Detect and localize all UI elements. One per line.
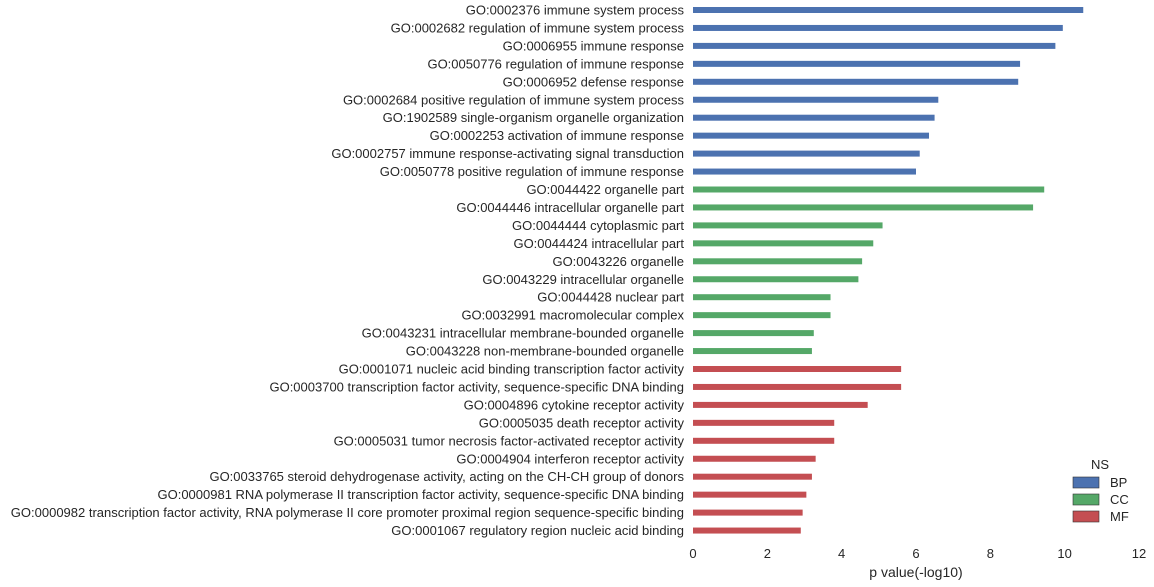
legend-swatch-cc — [1072, 493, 1100, 506]
category-label: GO:0033765 steroid dehydrogenase activit… — [209, 469, 684, 484]
bar-bp-4 — [693, 78, 1019, 85]
bar-cc-10 — [693, 186, 1045, 193]
category-label: GO:1902589 single-organism organelle org… — [383, 110, 684, 125]
category-label: GO:0002682 regulation of immune system p… — [391, 20, 685, 35]
bar-bp-2 — [693, 42, 1056, 49]
category-label: GO:0002376 immune system process — [466, 3, 685, 18]
bar-mf-22 — [693, 401, 868, 408]
bar-cc-12 — [693, 222, 883, 229]
bar-cc-16 — [693, 294, 831, 301]
category-label: GO:0043229 intracellular organelle — [482, 272, 684, 287]
category-label: GO:0004896 cytokine receptor activity — [464, 397, 685, 412]
legend-swatch-mf — [1072, 510, 1100, 523]
category-label: GO:0002757 immune response-activating si… — [331, 146, 684, 161]
category-label: GO:0000982 transcription factor activity… — [11, 505, 684, 520]
category-label: GO:0006952 defense response — [503, 74, 684, 89]
legend: NS BP CC MF — [1072, 457, 1129, 524]
bar-bp-7 — [693, 132, 930, 139]
category-label: GO:0002253 activation of immune response — [430, 128, 684, 143]
legend-label-mf: MF — [1110, 509, 1129, 524]
bar-bp-8 — [693, 150, 920, 157]
category-label: GO:0043231 intracellular membrane-bounde… — [362, 326, 684, 341]
category-label: GO:0043226 organelle — [552, 254, 684, 269]
x-tick-label: 10 — [1057, 546, 1071, 561]
x-tick-label: 8 — [987, 546, 994, 561]
bar-bp-1 — [693, 24, 1063, 31]
bar-mf-23 — [693, 419, 835, 426]
bar-bp-6 — [693, 114, 935, 121]
category-label: GO:0004904 interferon receptor activity — [456, 451, 684, 466]
category-label: GO:0044444 cytoplasmic part — [512, 218, 684, 233]
bar-mf-27 — [693, 491, 807, 498]
bar-cc-15 — [693, 276, 859, 283]
bar-bp-0 — [693, 7, 1084, 13]
legend-label-bp: BP — [1110, 475, 1127, 490]
x-tick-label: 2 — [764, 546, 771, 561]
category-label: GO:0006955 immune response — [503, 38, 684, 53]
bar-mf-21 — [693, 383, 902, 390]
bar-mf-29 — [693, 527, 801, 534]
category-label: GO:0000981 RNA polymerase II transcripti… — [157, 487, 684, 502]
bar-mf-24 — [693, 437, 835, 444]
category-label: GO:0001067 regulatory region nucleic aci… — [391, 523, 684, 538]
bars-layer — [693, 7, 1084, 534]
category-label: GO:0005031 tumor necrosis factor-activat… — [334, 433, 685, 448]
category-label: GO:0050776 regulation of immune response — [427, 56, 684, 71]
category-label: GO:0003700 transcription factor activity… — [269, 379, 684, 394]
bar-mf-25 — [693, 455, 816, 462]
bar-mf-20 — [693, 366, 902, 372]
category-label: GO:0044428 nuclear part — [537, 290, 684, 305]
category-label: GO:0001071 nucleic acid binding transcri… — [339, 362, 685, 377]
category-label: GO:0044422 organelle part — [526, 182, 684, 197]
bar-bp-9 — [693, 168, 916, 175]
x-tick-label: 4 — [838, 546, 845, 561]
bar-mf-26 — [693, 473, 812, 480]
category-label: GO:0043228 non-membrane-bounded organell… — [406, 344, 684, 359]
bar-cc-14 — [693, 258, 863, 265]
category-label: GO:0032991 macromolecular complex — [461, 308, 684, 323]
category-labels: GO:0002376 immune system process GO:00026… — [11, 3, 685, 539]
category-label: GO:0044446 intracellular organelle part — [456, 200, 684, 215]
bar-mf-28 — [693, 509, 803, 516]
x-axis-ticks: 0 2 4 6 8 10 12 — [689, 546, 1146, 561]
x-axis-title: p value(-log10) — [869, 564, 962, 580]
bar-cc-19 — [693, 348, 812, 355]
legend-title: NS — [1091, 457, 1109, 472]
bar-bp-3 — [693, 60, 1021, 67]
bar-cc-13 — [693, 240, 874, 247]
x-tick-label: 6 — [912, 546, 919, 561]
bar-cc-18 — [693, 330, 814, 337]
x-tick-label: 0 — [689, 546, 696, 561]
category-label: GO:0044424 intracellular part — [513, 236, 684, 251]
category-label: GO:0050778 positive regulation of immune… — [380, 164, 684, 179]
legend-swatch-bp — [1072, 476, 1100, 489]
category-label: GO:0002684 positive regulation of immune… — [343, 92, 685, 107]
bar-cc-11 — [693, 204, 1034, 211]
category-label: GO:0005035 death receptor activity — [479, 415, 685, 430]
bar-cc-17 — [693, 312, 831, 319]
bar-bp-5 — [693, 96, 939, 103]
legend-label-cc: CC — [1110, 492, 1129, 507]
x-tick-label: 12 — [1132, 546, 1146, 561]
